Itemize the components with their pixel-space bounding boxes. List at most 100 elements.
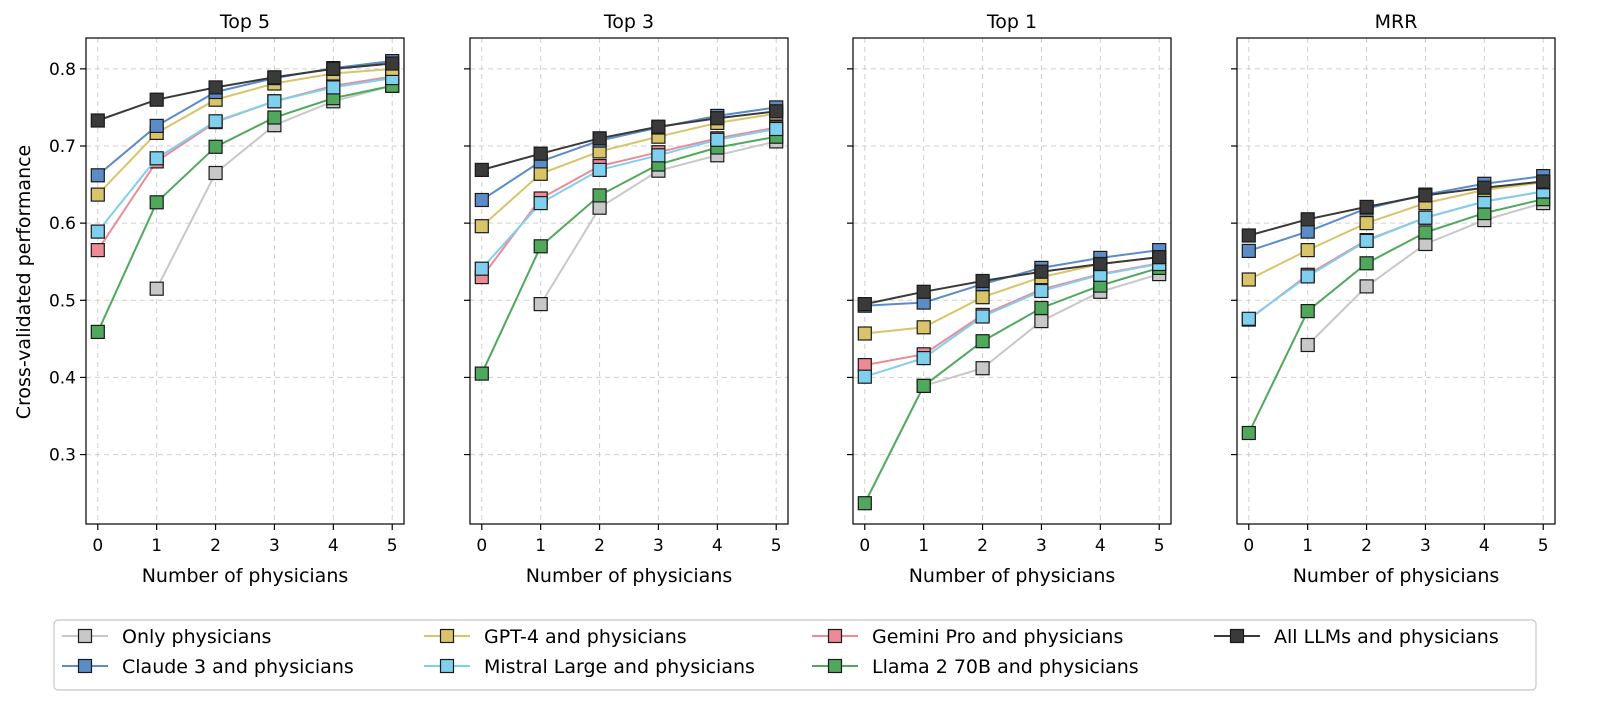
panel-title: MRR: [1375, 11, 1418, 33]
x-tick-label: 5: [771, 536, 782, 556]
marker-llama: [1034, 300, 1049, 316]
panel-frame: [85, 37, 405, 525]
marker-llama: [90, 324, 105, 339]
series-line-gpt4: [97, 67, 393, 196]
legend-label: GPT-4 and physicians: [484, 626, 687, 648]
legend-label: Mistral Large and physicians: [484, 656, 755, 678]
marker-only: [208, 165, 223, 181]
marker-only: [149, 281, 164, 296]
marker-claude: [1241, 243, 1256, 258]
marker-all: [208, 80, 223, 95]
legend-marker: [77, 658, 93, 674]
series-line-gpt4: [481, 112, 777, 227]
marker-llama: [267, 110, 282, 125]
marker-only: [1359, 279, 1374, 294]
panel-frame: [852, 37, 1172, 525]
marker-llama: [1300, 304, 1315, 319]
marker-all: [1418, 188, 1433, 203]
legend-item-claude: Claude 3 and physicians: [62, 656, 354, 678]
marker-gpt4: [533, 166, 548, 181]
series-line-all: [1248, 180, 1544, 237]
marker-all: [1300, 212, 1315, 227]
x-tick-label: 1: [535, 536, 546, 556]
marker-llama: [149, 195, 164, 210]
series-line-gpt4: [1248, 181, 1544, 281]
marker-mistral: [1418, 210, 1433, 225]
marker-all: [1359, 199, 1374, 214]
legend: Only physicians Claude 3 and physicians GP…: [53, 619, 1537, 691]
marker-llama: [1359, 256, 1374, 271]
marker-mistral: [651, 148, 666, 163]
y-axis-label: Cross-validated performance: [13, 145, 35, 420]
marker-mistral: [208, 114, 223, 129]
x-axis-label: Number of physicians: [1293, 565, 1500, 587]
marker-all: [1093, 256, 1108, 272]
marker-all: [326, 61, 341, 77]
marker-only: [1300, 337, 1315, 353]
x-tick-label: 5: [1154, 536, 1165, 556]
series-line-mistral: [864, 263, 1160, 378]
y-tick-label: 0.5: [49, 291, 76, 311]
marker-gpt4: [857, 326, 872, 341]
legend-marker: [77, 628, 93, 644]
marker-all: [1477, 180, 1492, 195]
panel-title: Top 1: [986, 11, 1037, 33]
x-tick-label: 1: [151, 536, 162, 556]
series-line-gemini: [480, 126, 777, 278]
marker-gpt4: [916, 320, 931, 335]
marker-claude: [149, 118, 164, 134]
legend-label: Only physicians: [122, 626, 271, 648]
x-tick-label: 0: [859, 536, 870, 556]
x-tick-label: 3: [1036, 536, 1047, 556]
marker-mistral: [916, 351, 931, 366]
series-line-mistral: [1248, 190, 1544, 320]
marker-all: [769, 104, 784, 119]
marker-gpt4: [1300, 243, 1315, 258]
marker-llama: [916, 378, 931, 393]
marker-all: [592, 131, 607, 146]
marker-llama: [592, 188, 607, 203]
marker-all: [90, 113, 105, 128]
marker-llama: [975, 334, 990, 349]
marker-mistral: [975, 309, 990, 324]
marker-all: [385, 56, 400, 71]
marker-all: [267, 70, 282, 85]
marker-all: [710, 111, 725, 126]
x-tick-label: 3: [1420, 536, 1431, 556]
marker-only: [975, 361, 990, 376]
marker-gpt4: [975, 290, 990, 305]
panel-top-3: 0 1 2 3 4 5 Top 3 Number of physicians: [464, 11, 789, 587]
y-tick-label: 0.8: [49, 60, 76, 80]
marker-mistral: [267, 94, 282, 109]
legend-marker: [439, 628, 455, 644]
series-line-gemini: [864, 262, 1160, 367]
marker-mistral: [1359, 233, 1374, 248]
series-line-claude: [864, 249, 1160, 307]
marker-llama: [533, 239, 548, 254]
legend-item-only: Only physicians: [62, 626, 271, 648]
marker-mistral: [533, 196, 548, 211]
x-tick-label: 4: [1479, 536, 1490, 556]
legend-label: Claude 3 and physicians: [122, 656, 354, 678]
y-tick-label: 0.4: [49, 368, 76, 388]
marker-all: [533, 146, 548, 161]
x-axis-label: Number of physicians: [142, 565, 349, 587]
marker-mistral: [90, 224, 105, 239]
y-tick-label: 0.3: [49, 446, 76, 466]
series-line-llama: [480, 135, 777, 375]
series-line-all: [97, 62, 393, 122]
series-line-gemini: [96, 75, 393, 251]
legend-item-gpt4: GPT-4 and physicians: [424, 626, 687, 648]
marker-mistral: [857, 369, 872, 384]
legend-item-llama: Llama 2 70B and physicians: [812, 656, 1139, 678]
panel-top-1: 0 1 2 3 4 5 Top 1 Number of physicians: [847, 11, 1172, 587]
marker-all: [916, 284, 931, 299]
x-tick-label: 1: [918, 536, 929, 556]
marker-llama: [857, 496, 872, 511]
panel-title: Top 5: [219, 11, 270, 33]
marker-claude: [90, 168, 105, 183]
marker-mistral: [769, 121, 784, 137]
x-tick-label: 0: [476, 536, 487, 556]
marker-only: [592, 200, 607, 215]
